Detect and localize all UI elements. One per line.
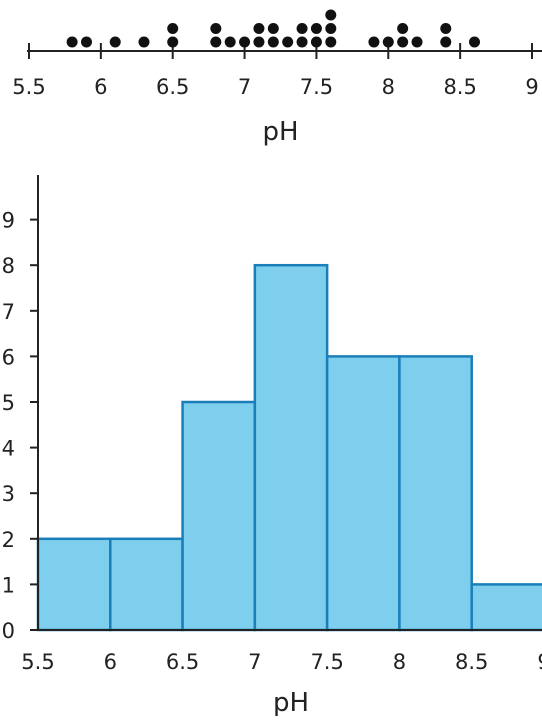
- histogram-bar: [398, 355, 473, 632]
- dot-plot-point: [267, 23, 279, 34]
- histogram-y-tick-label: 9: [2, 209, 15, 233]
- dot-plot-point: [397, 23, 409, 34]
- histogram-x-tick-label: 8: [393, 650, 406, 674]
- dot-plot-point: [325, 23, 337, 34]
- dot-plot-point: [325, 36, 337, 48]
- dot-plot-point: [267, 36, 279, 48]
- histogram-bar: [109, 537, 184, 632]
- histogram-bar: [470, 583, 542, 632]
- histogram-y-tick-label: 1: [2, 573, 15, 597]
- dot-plot-point: [368, 36, 380, 48]
- histogram-x-tick-label: 6.5: [166, 650, 199, 674]
- histogram-x-tick-label: 8.5: [455, 650, 488, 674]
- histogram-y-tick-label: 3: [2, 482, 15, 506]
- dot-plot-tick-label: 6.5: [156, 75, 189, 99]
- dot-plot-point: [382, 36, 394, 48]
- dot-plot-point: [440, 23, 452, 34]
- dot-plot-point: [239, 36, 251, 48]
- histogram-y-tick-label: 6: [2, 345, 15, 369]
- dot-plot-point: [440, 36, 452, 48]
- histogram-bar: [325, 355, 401, 632]
- dot-plot-point: [224, 36, 236, 48]
- dot-plot-point: [167, 36, 179, 48]
- histogram-y-tick-label: 5: [2, 391, 15, 415]
- histogram-x-tick-label: 7: [248, 650, 261, 674]
- dot-plot-point: [66, 36, 78, 48]
- dot-plot-point: [397, 36, 409, 48]
- dot-plot-x-axis-title: pH: [262, 117, 298, 147]
- histogram-y-tick-label: 0: [2, 619, 15, 643]
- dot-plot-tick-label: 8: [382, 75, 395, 99]
- histogram-bar: [181, 400, 257, 632]
- dot-plot-point: [411, 36, 423, 48]
- dot-plot-tick-label: 6: [94, 75, 107, 99]
- dot-plot-point: [253, 36, 265, 48]
- dot-plot: 5.5 6 6.5 7 7.5 8 8.5 9 pH: [12, 9, 542, 147]
- histogram-x-tick-label: 9: [537, 650, 542, 674]
- dot-plot-point: [167, 23, 179, 34]
- histogram-x-axis-title: pH: [273, 688, 309, 716]
- dot-plot-tick-label: 8.5: [443, 75, 476, 99]
- dot-plot-point: [138, 36, 150, 48]
- histogram: 0 1 2 3 4 5 6 7 8 9 5.5 6 6.5 7 7.5 8 8.5 9 pH: [2, 175, 542, 718]
- dot-plot-point: [325, 9, 337, 21]
- dot-plot-point: [282, 36, 294, 48]
- dot-plot-point: [469, 36, 481, 48]
- dot-plot-point: [253, 23, 265, 34]
- dot-plot-point: [296, 23, 308, 34]
- dot-plot-point: [210, 23, 222, 34]
- dot-plot-tick-label: 5.5: [12, 75, 45, 99]
- dot-plot-tick-label: 7: [238, 75, 251, 99]
- histogram-x-tick-label: 6: [104, 650, 117, 674]
- dot-plot-tick-label: 9: [525, 75, 538, 99]
- dot-plot-point: [296, 36, 308, 48]
- dot-plot-point: [210, 36, 222, 48]
- dot-plot-point: [310, 36, 322, 48]
- histogram-x-ticks: 5.5 6 6.5 7 7.5 8 8.5 9: [21, 650, 542, 674]
- histogram-x-tick-label: 5.5: [21, 650, 54, 674]
- histogram-y-ticks: 0 1 2 3 4 5 6 7 8 9: [2, 209, 38, 643]
- histogram-y-tick-label: 8: [2, 254, 15, 278]
- dot-plot-tick-label: 7.5: [300, 75, 333, 99]
- histogram-bar: [36, 537, 112, 632]
- histogram-x-tick-label: 7.5: [310, 650, 343, 674]
- dot-plot-ticks: 5.5 6 6.5 7 7.5 8 8.5 9: [12, 43, 539, 99]
- histogram-y-tick-label: 4: [2, 437, 15, 461]
- dot-plot-point: [109, 36, 121, 48]
- histogram-bars: [36, 263, 542, 632]
- histogram-bar: [253, 263, 329, 632]
- histogram-y-tick-label: 7: [2, 300, 15, 324]
- dot-plot-point: [310, 23, 322, 34]
- dot-plot-point: [80, 36, 92, 48]
- dot-plot-points: [66, 9, 481, 48]
- histogram-y-tick-label: 2: [2, 528, 15, 552]
